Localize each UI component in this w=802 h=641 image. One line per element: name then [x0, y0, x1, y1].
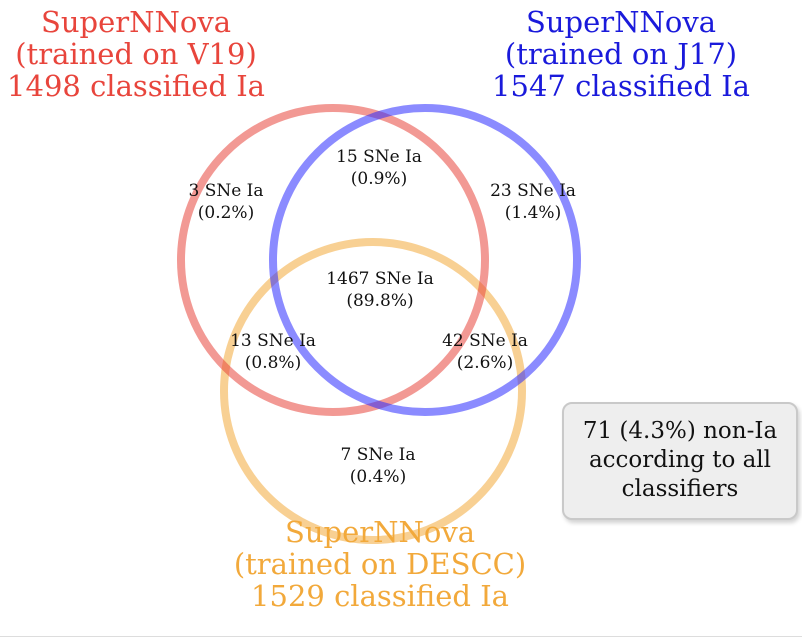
region-count: 3 SNe Ia — [188, 181, 264, 201]
v19-set-subtitle: (trained on V19) — [15, 37, 257, 71]
j17-set-circle — [269, 104, 581, 416]
region-count: 7 SNe Ia — [340, 445, 416, 465]
j17-set-name: SuperNNova — [525, 5, 716, 39]
region-percent: (0.4%) — [349, 467, 407, 487]
non-ia-note-box: 71 (4.3%) non-Ia according to all classi… — [562, 402, 798, 520]
v19-set-name: SuperNNova — [40, 5, 231, 39]
bottom-divider — [0, 636, 802, 637]
j17-set-subtitle: (trained on J17) — [504, 37, 738, 71]
region-percent: (0.8%) — [244, 353, 302, 373]
descc-set-circle — [220, 238, 526, 544]
note-line-2: according to all — [588, 447, 772, 473]
region-count: 42 SNe Ia — [442, 331, 528, 351]
region-count: 1467 SNe Ia — [326, 269, 434, 289]
region-count: 23 SNe Ia — [490, 181, 576, 201]
note-line-1: 71 (4.3%) non-Ia — [582, 418, 778, 444]
region-j17-only: 23 SNe Ia (1.4%) — [478, 180, 588, 224]
region-descc-only: 7 SNe Ia (0.4%) — [328, 444, 428, 488]
j17-set-title: SuperNNova (trained on J17) 1547 classif… — [490, 6, 752, 102]
descc-set-count: 1529 classified Ia — [251, 579, 509, 613]
v19-set-title: SuperNNova (trained on V19) 1498 classif… — [0, 6, 272, 102]
region-j17-descc: 42 SNe Ia (2.6%) — [430, 330, 540, 374]
region-percent: (89.8%) — [346, 291, 414, 311]
region-v19-descc: 13 SNe Ia (0.8%) — [218, 330, 328, 374]
v19-set-circle — [177, 104, 489, 416]
region-percent: (0.2%) — [197, 203, 255, 223]
region-v19-only: 3 SNe Ia (0.2%) — [176, 180, 276, 224]
region-v19-j17: 15 SNe Ia (0.9%) — [324, 146, 434, 190]
region-percent: (1.4%) — [504, 203, 562, 223]
region-count: 15 SNe Ia — [336, 147, 422, 167]
region-count: 13 SNe Ia — [230, 331, 316, 351]
v19-set-count: 1498 classified Ia — [7, 69, 265, 103]
descc-set-subtitle: (trained on DESCC) — [233, 547, 527, 581]
j17-set-count: 1547 classified Ia — [492, 69, 750, 103]
region-all-three: 1467 SNe Ia (89.8%) — [310, 268, 450, 312]
region-percent: (0.9%) — [350, 169, 408, 189]
note-line-3: classifiers — [621, 476, 739, 502]
descc-set-title: SuperNNova (trained on DESCC) 1529 class… — [200, 516, 560, 612]
descc-set-name: SuperNNova — [284, 515, 475, 549]
region-percent: (2.6%) — [456, 353, 514, 373]
